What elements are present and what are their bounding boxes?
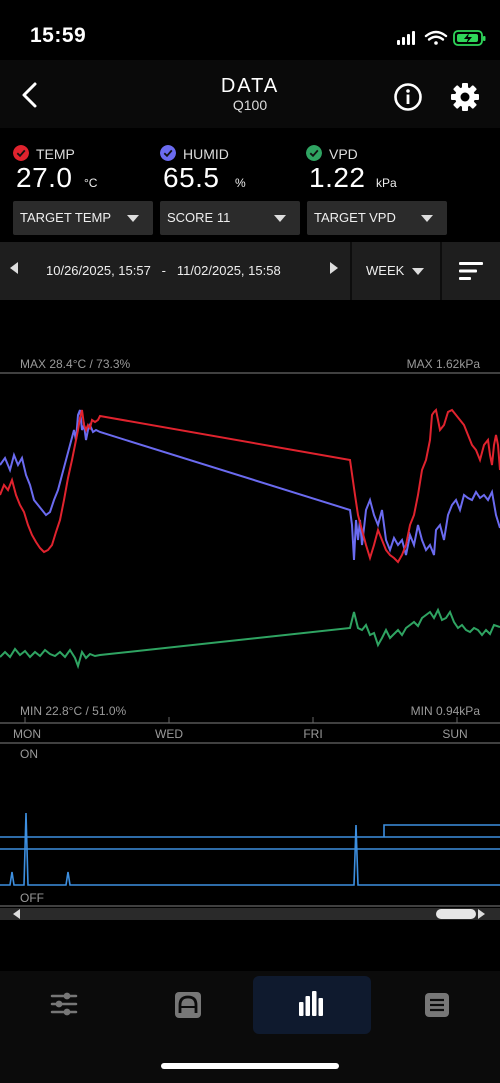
status-time: 15:59 [30,24,87,47]
dropdown-label: TARGET VPD [314,210,396,225]
day-label-sun: SUN [442,727,467,741]
date-range-label: 10/26/2025, 15:57 - 11/02/2025, 15:58 [46,263,281,278]
day-label-mon: MON [13,727,41,741]
divider [350,242,352,300]
device-line-3 [0,812,500,886]
wifi-icon [424,30,448,45]
day-label-fri: FRI [303,727,322,741]
arch-icon [175,992,201,1018]
scroll-left-icon[interactable] [12,909,22,919]
min-right-label: MIN 0.94kPa [411,704,481,718]
max-left-label: MAX 28.4°C / 73.3% [20,357,131,371]
info-icon[interactable] [392,81,424,113]
temp-value: 27.0 [16,162,73,193]
score-dropdown[interactable]: SCORE 11 [160,201,300,235]
status-icons [397,30,486,46]
humid-value: 65.5 [163,162,220,193]
vpd-unit: kPa [376,176,397,190]
scroll-thumb[interactable] [436,909,476,919]
dropdown-label: SCORE 11 [167,210,231,225]
humid-series-line [0,409,500,561]
nav-menu[interactable] [377,976,495,1034]
temp-unit: °C [84,176,98,190]
vpd-value: 1.22 [309,162,366,193]
settings-sliders-icon [50,992,78,1016]
vpd-label: VPD [329,146,358,162]
nav-settings[interactable] [5,976,123,1034]
caret-down-icon [127,215,139,222]
min-left-label: MIN 22.8°C / 51.0% [20,704,127,718]
nav-data[interactable] [253,976,371,1034]
prev-range-icon[interactable] [10,262,18,274]
humid-check-icon [160,145,176,161]
vpd-series-line [0,607,500,670]
period-label: WEEK [366,263,405,278]
vpd-check-icon [306,145,322,161]
sort-icon[interactable] [442,242,500,300]
target-temp-dropdown[interactable]: TARGET TEMP [13,201,153,235]
gear-icon[interactable] [449,81,481,113]
off-label: OFF [20,891,44,905]
dropdown-label: TARGET TEMP [20,210,112,225]
back-icon[interactable] [16,80,44,110]
chart-scrollbar[interactable] [0,908,500,920]
scroll-right-icon[interactable] [476,909,486,919]
history-chart: MAX 28.4°C / 73.3% MAX 1.62kPa MIN 22.8°… [0,357,500,907]
home-indicator [161,1063,339,1069]
header [0,60,500,128]
target-vpd-dropdown[interactable]: TARGET VPD [307,201,447,235]
page-title: DATA [220,75,280,97]
nav-controller[interactable] [129,976,247,1034]
day-ticks [24,717,458,723]
device-line-4 [383,824,500,837]
caret-down-icon [412,268,424,275]
humid-label: HUMID [183,146,229,162]
signal-icon [397,31,415,45]
battery-icon [453,30,486,46]
divider [440,242,442,300]
humid-unit: % [235,176,246,190]
temp-check-icon [13,145,29,161]
temp-label: TEMP [36,146,75,162]
temp-series-line [0,407,500,564]
day-label-wed: WED [155,727,183,741]
caret-down-icon [274,215,286,222]
bar-chart-icon [299,991,323,1016]
caret-down-icon [421,215,433,222]
max-right-label: MAX 1.62kPa [407,357,481,371]
device-name: Q100 [232,97,268,113]
next-range-icon[interactable] [330,262,338,274]
list-icon [425,993,449,1017]
on-label: ON [20,747,38,761]
